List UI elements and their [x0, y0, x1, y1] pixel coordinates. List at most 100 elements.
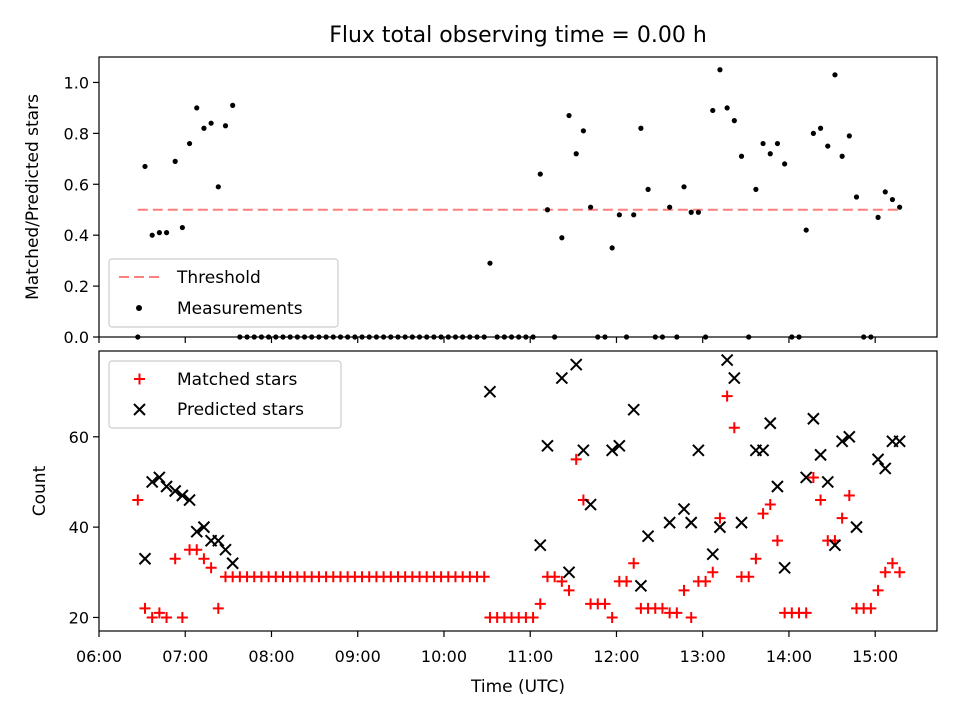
predicted-star-point — [219, 543, 232, 556]
matched-star-point — [205, 562, 217, 574]
bottom-plot-axes: 20 40 60 06:00 07:00 08:00 09:00 10:00 11:00 12:0… — [69, 428, 899, 666]
matched-star-point — [146, 611, 158, 623]
matched-star-point — [671, 607, 683, 619]
top-y-tick-label: 0.2 — [64, 277, 89, 296]
measurement-point — [537, 171, 543, 177]
measurement-point — [172, 158, 178, 164]
top-y-tick-label: 1.0 — [64, 73, 89, 92]
x-tick-label: 12:00 — [593, 647, 639, 666]
matched-star-point — [707, 566, 719, 578]
measurement-point — [710, 107, 716, 114]
measurement-point — [688, 209, 694, 215]
measurement-point — [566, 112, 572, 119]
predicted-star-point — [212, 534, 225, 547]
predicted-star-point — [764, 417, 777, 430]
predicted-star-point — [534, 538, 547, 552]
legend-predicted-label: Predicted stars — [177, 400, 304, 420]
predicted-star-point — [613, 439, 626, 453]
x-tick-label: 14:00 — [766, 647, 812, 666]
matched-star-point — [894, 566, 906, 578]
bottom-plot-marks — [132, 353, 906, 623]
measurement-point — [587, 204, 594, 210]
matched-star-point — [549, 571, 561, 583]
matched-star-point — [771, 535, 783, 547]
measurement-point — [738, 153, 745, 159]
bottom-y-tick-label: 20 — [69, 608, 89, 627]
measurement-point — [645, 186, 651, 192]
predicted-star-point — [735, 516, 748, 529]
predicted-star-point — [183, 493, 196, 507]
measurement-point — [638, 125, 644, 131]
measurement-point — [803, 227, 809, 233]
measurement-point — [194, 105, 200, 111]
predicted-star-point — [814, 448, 827, 462]
matched-star-point — [606, 611, 618, 623]
bottom-legend: Matched stars Predicted stars — [108, 360, 342, 429]
matched-star-point — [191, 544, 203, 556]
bottom-y-tick-label: 60 — [69, 428, 89, 447]
legend-predicted-swatch — [133, 403, 146, 416]
predicted-star-point — [677, 502, 691, 516]
matched-star-point — [714, 512, 726, 524]
bottom-y-axis-label: Count — [30, 465, 50, 516]
x-tick-label: 09:00 — [335, 647, 381, 666]
predicted-star-point — [197, 520, 211, 534]
matched-star-point — [865, 602, 877, 614]
legend-measurements-label: Measurements — [177, 299, 303, 319]
predicted-star-point — [577, 444, 590, 457]
measurement-point — [559, 235, 565, 241]
predicted-star-point — [720, 353, 734, 367]
predicted-star-point — [138, 552, 152, 565]
measurement-point — [667, 204, 673, 210]
predicted-star-point — [555, 371, 569, 385]
measurement-point — [882, 189, 888, 195]
matched-star-point — [570, 453, 582, 465]
top-y-tick-label: 0.8 — [64, 124, 89, 143]
matched-star-point — [198, 553, 210, 565]
top-legend: Threshold Measurements — [108, 258, 339, 328]
predicted-star-point — [879, 462, 892, 475]
measurement-point — [580, 128, 587, 134]
x-tick-label: 11:00 — [507, 647, 553, 666]
matched-star-point — [743, 571, 755, 583]
predicted-star-point — [153, 471, 166, 484]
matched-star-point — [153, 607, 165, 619]
measurement-point — [230, 102, 236, 108]
measurement-point — [753, 186, 759, 192]
matched-star-point — [169, 553, 181, 565]
matched-star-point — [872, 584, 884, 596]
predicted-star-point — [756, 444, 770, 457]
x-axis-label: Time (UTC) — [470, 677, 565, 697]
top-y-tick-label: 0.0 — [64, 328, 89, 347]
top-y-axis-label: Matched/Predicted stars — [23, 94, 43, 300]
measurement-point — [163, 230, 170, 236]
matched-star-point — [836, 512, 848, 524]
measurement-point — [681, 184, 687, 190]
predicted-star-point — [828, 538, 842, 552]
measurement-point — [609, 245, 615, 251]
matched-star-point — [478, 571, 490, 583]
matched-star-point — [843, 490, 855, 502]
matched-star-point — [886, 557, 898, 569]
predicted-star-point — [799, 471, 813, 484]
matched-star-point — [534, 598, 546, 610]
matched-star-point — [656, 602, 668, 614]
measurement-point — [853, 194, 860, 200]
predicted-star-point — [692, 444, 705, 457]
top-legend-box — [108, 258, 339, 328]
matched-star-point — [176, 611, 188, 623]
predicted-star-point — [627, 403, 640, 416]
measurement-point — [825, 143, 831, 149]
x-tick-label: 15:00 — [852, 647, 898, 666]
matched-star-point — [879, 566, 891, 578]
measurement-point — [222, 123, 229, 129]
predicted-star-point — [771, 480, 784, 493]
matched-star-point — [556, 575, 568, 587]
matched-star-point — [764, 499, 776, 511]
legend-matched-swatch — [134, 373, 145, 385]
matched-star-point — [721, 390, 733, 402]
measurement-point — [731, 118, 737, 124]
bottom-legend-box — [108, 360, 342, 429]
bottom-plot-frame — [98, 350, 938, 632]
